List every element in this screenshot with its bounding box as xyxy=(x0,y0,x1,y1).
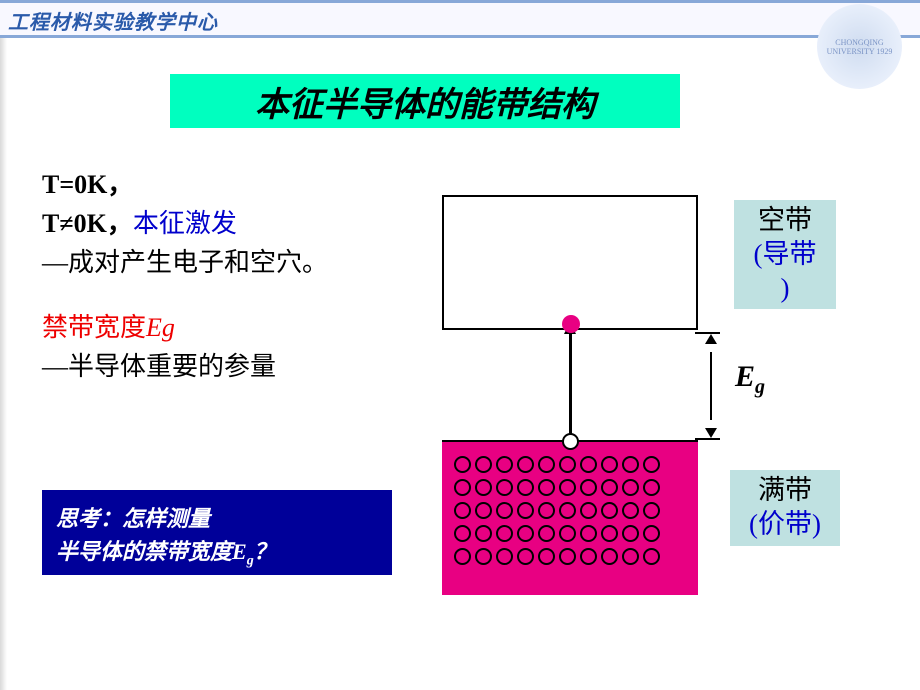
eg-symbol: Eg xyxy=(735,360,765,399)
left-text-block: T=0K， T≠0K，本征激发 —成对产生电子和空穴。 禁带宽度Eg —半导体重… xyxy=(42,165,422,386)
title-box: 本征半导体的能带结构 xyxy=(170,74,680,128)
band-diagram xyxy=(430,195,700,595)
question-line2: 半导体的禁带宽度Eg？ xyxy=(56,535,378,571)
line-important-param: —半导体重要的参量 xyxy=(42,347,422,386)
line-t0k: T=0K， xyxy=(42,165,422,204)
line-tneq0k: T≠0K，本征激发 xyxy=(42,204,422,243)
valence-states-grid xyxy=(452,453,692,568)
electron-dot xyxy=(562,315,580,333)
header-text: 工程材料实验教学中心 xyxy=(8,6,218,35)
hole-circle xyxy=(562,433,579,450)
slide-title: 本征半导体的能带结构 xyxy=(255,77,595,126)
conduction-band-label: 空带 (导带) xyxy=(734,200,836,309)
conduction-band-box xyxy=(442,195,698,330)
question-box: 思考：怎样测量 半导体的禁带宽度Eg？ xyxy=(42,490,392,575)
university-logo-icon: CHONGQING UNIVERSITY 1929 xyxy=(817,4,902,89)
excitation-arrow-icon xyxy=(569,332,572,438)
logo-hint: CHONGQING UNIVERSITY 1929 xyxy=(817,38,902,56)
eg-dimension-icon xyxy=(700,332,720,440)
left-shadow xyxy=(0,0,7,690)
valence-band-label: 满带 (价带) xyxy=(730,470,840,546)
question-line1: 思考：怎样测量 xyxy=(56,502,378,535)
line-bandgap-label: 禁带宽度Eg xyxy=(42,308,422,347)
line-pair-gen: —成对产生电子和空穴。 xyxy=(42,243,422,282)
intrinsic-excitation: 本征激发 xyxy=(133,209,237,238)
spacer xyxy=(42,282,422,308)
